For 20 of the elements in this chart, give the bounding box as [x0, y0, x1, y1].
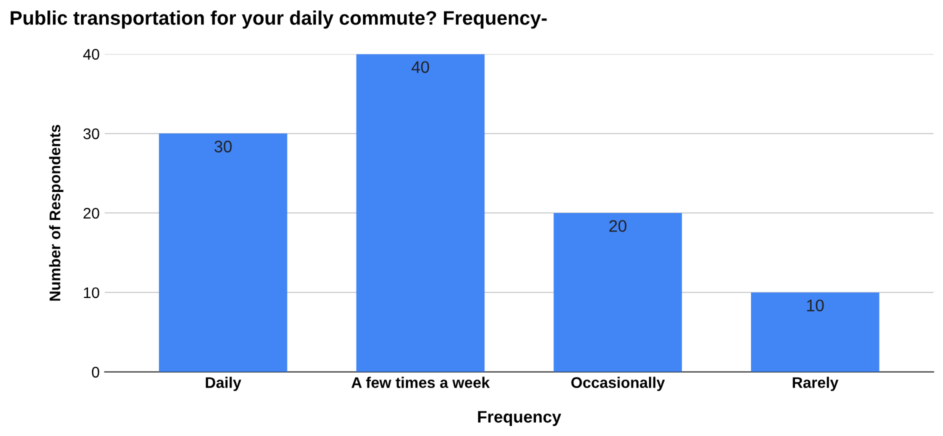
x-axis-title: Frequency [478, 411, 562, 426]
x-tick-label: A few times a week [351, 376, 490, 388]
bar [751, 292, 880, 372]
y-axis-title: Number of Respondents [49, 124, 64, 301]
bar [158, 134, 288, 372]
bar [554, 212, 682, 372]
data-label: 20 [609, 220, 626, 232]
y-tick-label: 20 [84, 208, 100, 219]
x-tick-label: Rarely [792, 376, 838, 392]
chart-title: Public transportation for your daily commute? Frequency- [10, 10, 547, 29]
y-tick-label: 30 [83, 128, 100, 140]
bar [356, 54, 485, 372]
x-tick-label: Occasionally [571, 376, 665, 392]
y-tick-label: 40 [83, 48, 100, 60]
data-label: 30 [214, 140, 232, 152]
data-label: 10 [807, 300, 824, 312]
y-tick-label: 10 [84, 287, 100, 298]
y-tick-label: 0 [92, 366, 100, 378]
x-tick-label: Daily [206, 376, 242, 392]
data-label: 40 [412, 61, 430, 73]
